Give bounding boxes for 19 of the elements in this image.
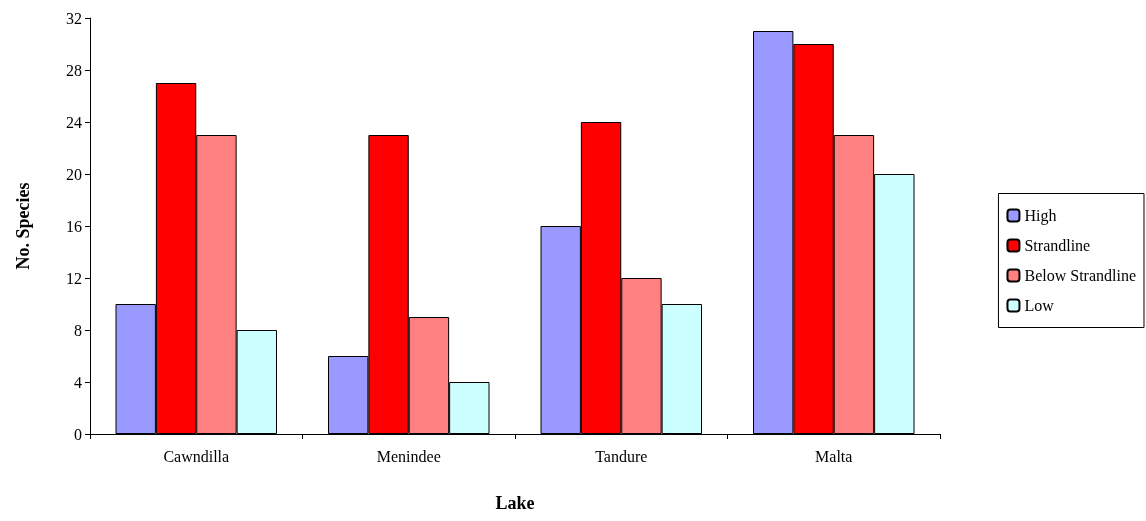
y-tick-label: 12	[66, 269, 82, 287]
y-tick-label: 32	[66, 9, 82, 27]
y-axis-title: No. Species	[13, 182, 33, 270]
legend-label: Below Strandline	[1024, 267, 1137, 284]
x-tick-label: Menindee	[376, 447, 441, 465]
y-tick-label: 8	[74, 321, 82, 339]
y-tick-label: 16	[66, 217, 82, 235]
y-tick-label: 4	[74, 373, 82, 391]
x-tick-label: Cawndilla	[163, 447, 230, 465]
y-tick-label: 0	[74, 425, 82, 443]
legend-label: High	[1024, 207, 1057, 225]
x-tick-label: Tandure	[595, 447, 648, 465]
y-tick-label: 24	[66, 113, 82, 131]
y-tick-label: 20	[66, 165, 82, 183]
x-tick-label: Malta	[815, 447, 853, 465]
y-tick-label: 28	[66, 61, 82, 79]
x-axis-title: Lake	[495, 493, 535, 513]
legend-label: Low	[1024, 297, 1055, 314]
legend-label: Strandline	[1024, 237, 1091, 254]
